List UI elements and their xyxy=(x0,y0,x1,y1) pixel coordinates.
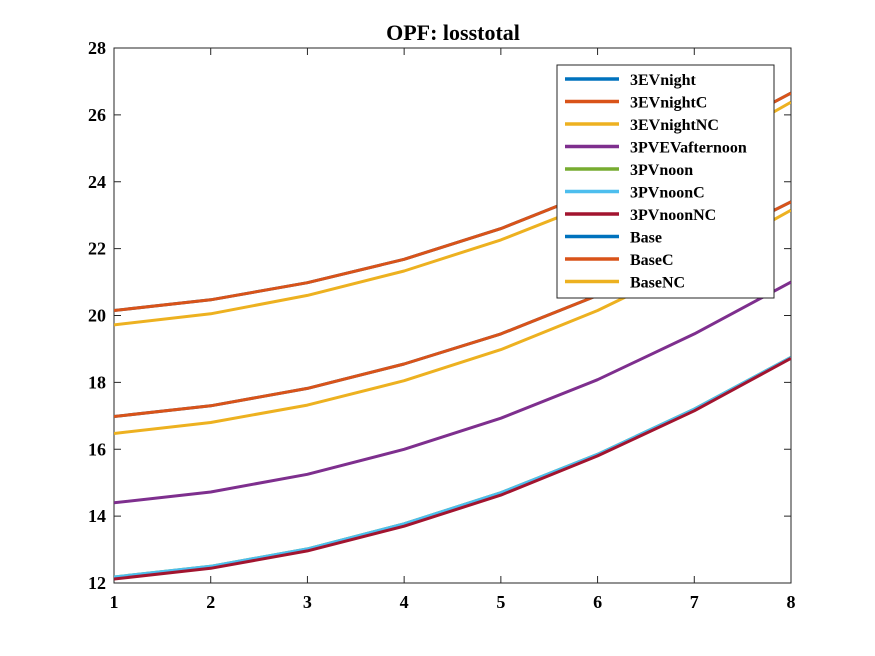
y-tick-label: 12 xyxy=(88,573,106,593)
y-tick-label: 20 xyxy=(88,306,106,326)
y-tick-label: 18 xyxy=(88,372,106,392)
legend-label-3EVnightC: 3EVnightC xyxy=(630,95,707,112)
series-line-3PVEVafternoon xyxy=(114,280,791,505)
legend-label-3EVnight: 3EVnight xyxy=(630,72,696,89)
x-tick-label: 4 xyxy=(400,592,409,612)
y-tick-label: 22 xyxy=(88,239,106,259)
y-tick-label: 26 xyxy=(88,105,106,125)
legend-label-Base: Base xyxy=(630,230,662,247)
y-tick-label: 28 xyxy=(88,38,106,58)
x-tick-label: 2 xyxy=(206,592,215,612)
x-tick-label: 8 xyxy=(787,592,796,612)
chart-title: OPF: losstotal xyxy=(386,20,520,45)
x-tick-label: 1 xyxy=(110,592,119,612)
x-tick-label: 3 xyxy=(303,592,312,612)
legend: 3EVnight 3EVnightC 3EVnightNC 3PVEVafternoo… xyxy=(556,64,775,299)
series-line-3PVnoonNC xyxy=(114,356,791,581)
y-tick-label: 14 xyxy=(88,506,106,526)
x-tick-label: 5 xyxy=(496,592,505,612)
series-line-3PVnoonC xyxy=(114,355,791,579)
y-tick-label: 24 xyxy=(88,172,106,192)
legend-label-3PVEVafternoon: 3PVEVafternoon xyxy=(630,140,747,157)
legend-label-3PVnoon: 3PVnoon xyxy=(630,162,693,179)
x-tick-label: 7 xyxy=(690,592,699,612)
x-tick-label: 6 xyxy=(593,592,602,612)
legend-label-3PVnoonC: 3PVnoonC xyxy=(630,185,705,202)
legend-label-BaseC: BaseC xyxy=(630,252,674,269)
legend-label-3PVnoonNC: 3PVnoonNC xyxy=(630,207,716,224)
y-tick-label: 16 xyxy=(88,439,106,459)
legend-label-3EVnightNC: 3EVnightNC xyxy=(630,117,719,134)
legend-label-BaseNC: BaseNC xyxy=(630,275,685,292)
